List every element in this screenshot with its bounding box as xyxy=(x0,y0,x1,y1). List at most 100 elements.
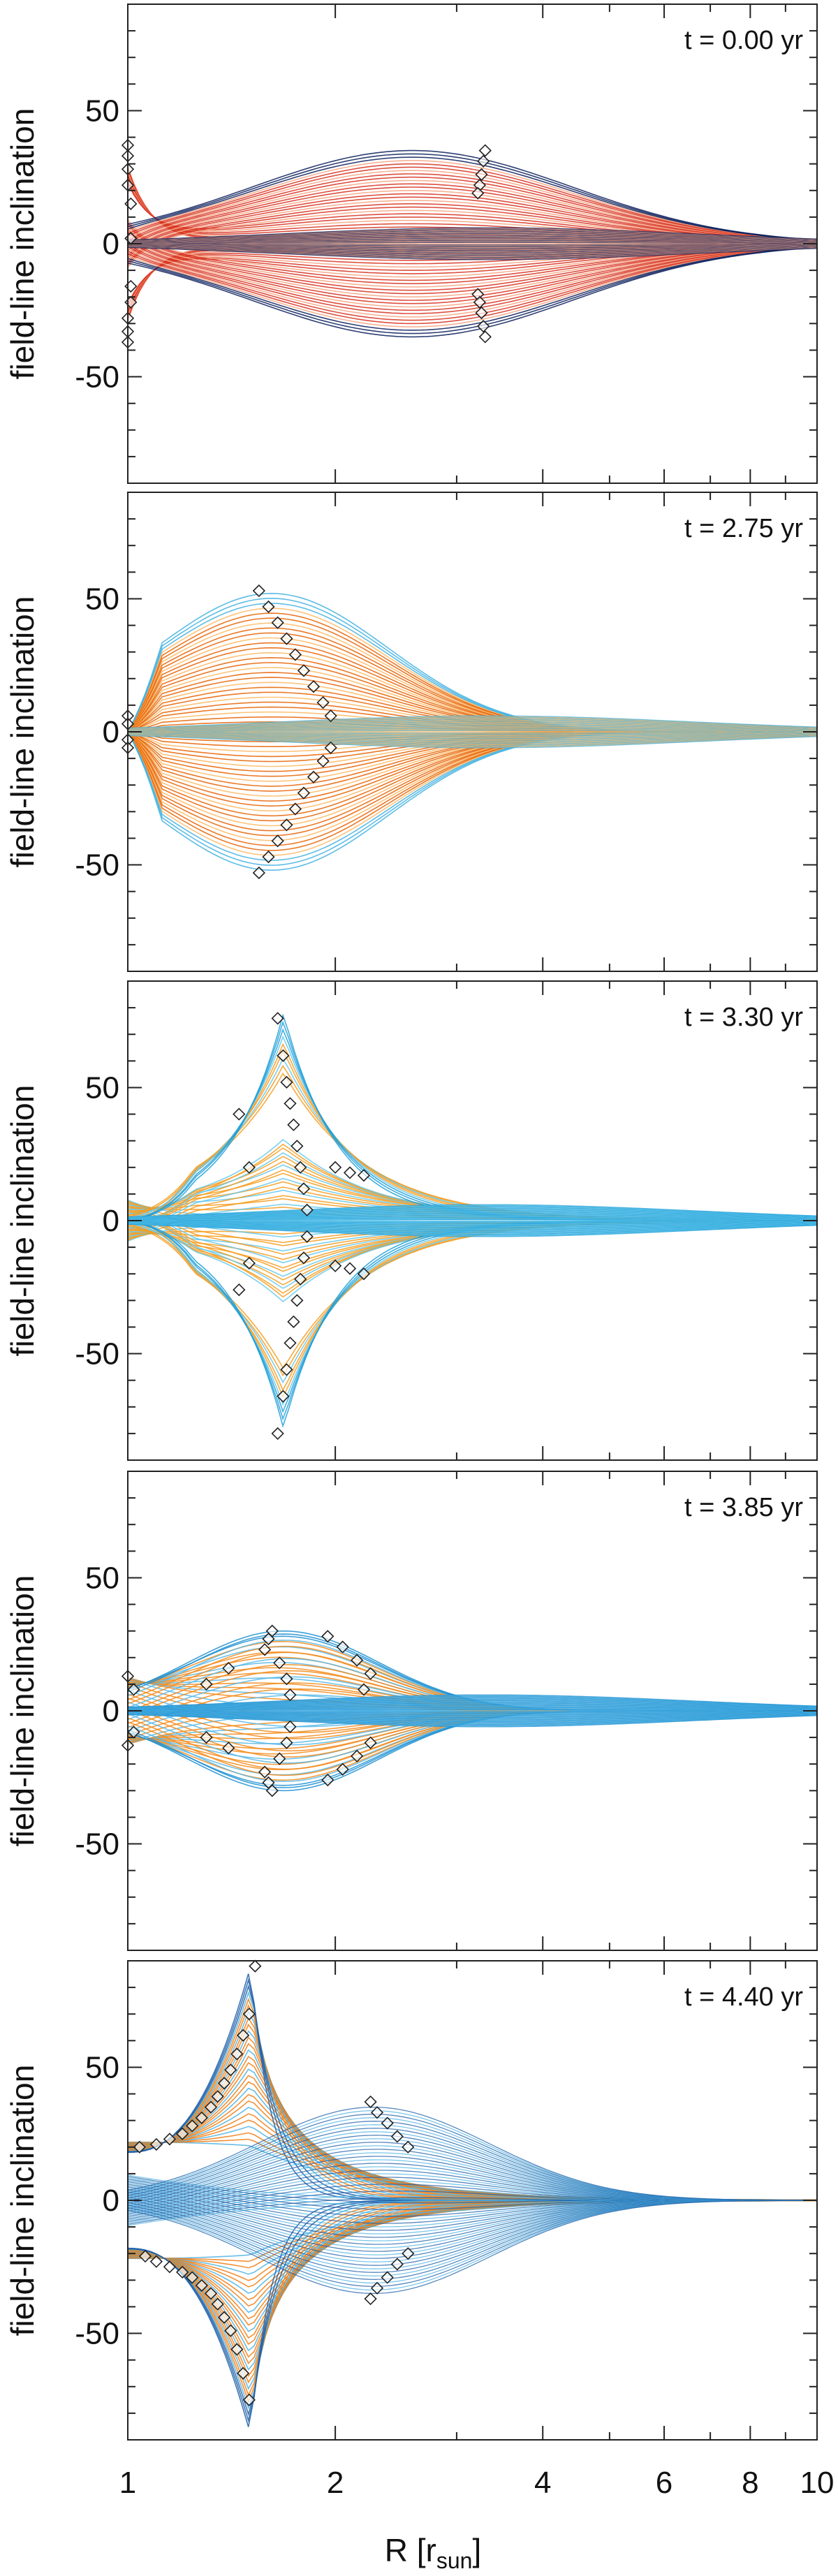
diamond-marker xyxy=(321,1630,335,1643)
field-line-series xyxy=(128,227,817,241)
x-axis-title-end: ] xyxy=(472,2532,481,2568)
field-line-series xyxy=(128,246,817,318)
diamond-marker xyxy=(477,320,490,333)
panel-4: 50 0 -50 field-line inclination t = 3.85 yr xyxy=(4,1471,818,1951)
field-line-series xyxy=(128,246,817,331)
field-line-series xyxy=(128,243,817,311)
diamond-marker xyxy=(343,1166,357,1179)
diamond-marker xyxy=(364,1667,377,1680)
diamond-marker xyxy=(357,1683,371,1696)
diamond-marker xyxy=(222,1661,235,1675)
diamond-marker xyxy=(478,330,492,344)
markers xyxy=(133,1959,415,2406)
field-line-series xyxy=(128,1694,817,1708)
panel-2: 50 0 -50 field-line inclination t = 2.75 yr xyxy=(4,492,818,972)
diamond-marker xyxy=(230,2047,244,2061)
x-tick-label-8: 8 xyxy=(742,2466,758,2500)
diamond-marker xyxy=(370,2106,384,2119)
diamond-marker xyxy=(195,2279,208,2292)
y-tick-label: -50 xyxy=(75,360,119,395)
diamond-marker xyxy=(222,1742,235,1755)
diamond-marker xyxy=(237,2367,250,2380)
diamond-marker xyxy=(211,2090,224,2103)
diamond-marker xyxy=(271,616,284,629)
diamond-marker xyxy=(195,2111,208,2124)
diamond-marker xyxy=(277,1390,290,1403)
time-label: t = 3.85 yr xyxy=(684,1493,803,1522)
diamond-marker xyxy=(324,709,337,723)
diamond-marker xyxy=(364,1736,377,1749)
diamond-marker xyxy=(300,1230,314,1244)
diamond-marker xyxy=(343,1262,357,1275)
diamond-marker xyxy=(163,2133,177,2146)
panel-3: 50 0 -50 field-line inclination t = 3.30 yr xyxy=(4,980,818,1461)
x-axis-title: R [rsun] xyxy=(385,2532,481,2573)
x-tick-label-10: 10 xyxy=(800,2466,835,2500)
diamond-marker xyxy=(200,1730,213,1744)
diamond-marker xyxy=(258,1643,272,1656)
markers xyxy=(233,1012,371,1441)
time-label: t = 3.30 yr xyxy=(684,1003,803,1032)
field-line-series xyxy=(128,179,817,246)
x-axis-title-subscript: sun xyxy=(436,2548,473,2573)
field-lines xyxy=(128,592,817,871)
diamond-marker xyxy=(297,1251,311,1265)
y-tick-label: -50 xyxy=(75,2317,119,2351)
diamond-marker xyxy=(316,754,330,768)
diamond-marker xyxy=(381,2271,394,2284)
diamond-marker xyxy=(252,584,265,598)
diamond-marker xyxy=(288,648,302,661)
field-line-series xyxy=(128,715,817,729)
field-line-series xyxy=(128,160,817,241)
ticks xyxy=(127,4,818,483)
diamond-marker xyxy=(307,680,321,693)
time-label: t = 4.40 yr xyxy=(684,1982,803,2012)
field-line-series xyxy=(128,156,817,241)
diamond-marker xyxy=(224,2063,237,2077)
diamond-marker xyxy=(364,2095,377,2109)
diamond-marker xyxy=(242,2393,256,2406)
diamond-marker xyxy=(163,2260,177,2274)
field-lines xyxy=(128,149,817,338)
field-line-series xyxy=(128,238,817,304)
x-axis-tick-labels: 1 2 4 6 8 10 xyxy=(119,2466,835,2500)
diamond-marker xyxy=(211,2297,224,2311)
diamond-marker xyxy=(138,2249,152,2263)
y-tick-label: -50 xyxy=(75,848,119,883)
diamond-marker xyxy=(307,770,321,783)
y-axis-title: field-line inclination xyxy=(4,1085,41,1357)
markers xyxy=(121,1624,377,1797)
diamond-marker xyxy=(224,2324,237,2337)
diamond-marker xyxy=(284,1688,297,1702)
field-line-series xyxy=(128,246,817,327)
diamond-marker xyxy=(280,1363,293,1376)
y-tick-label: 0 xyxy=(103,1694,119,1728)
diamond-marker xyxy=(390,2130,404,2143)
diamond-marker xyxy=(294,1161,307,1174)
diamond-marker xyxy=(265,1784,279,1797)
field-line-series xyxy=(128,233,817,297)
diamond-marker xyxy=(262,850,275,864)
field-line-series xyxy=(128,173,817,242)
diamond-marker xyxy=(478,144,492,157)
diamond-marker xyxy=(297,1182,311,1195)
diamond-marker xyxy=(350,1654,364,1667)
diamond-marker xyxy=(273,1752,286,1765)
field-line-series xyxy=(128,166,817,242)
y-tick-label: -50 xyxy=(75,1827,119,1862)
diamond-marker xyxy=(280,818,293,832)
diamond-marker xyxy=(277,1049,290,1062)
diamond-marker xyxy=(475,168,488,182)
diamond-marker xyxy=(328,1259,342,1272)
diamond-marker xyxy=(271,834,284,848)
diamond-marker xyxy=(127,1683,140,1696)
ticks xyxy=(127,1471,818,1950)
ticks xyxy=(127,1961,818,2440)
diamond-marker xyxy=(297,786,311,800)
diamond-marker xyxy=(370,2281,384,2295)
diamond-marker xyxy=(321,1773,335,1787)
diamond-marker xyxy=(477,154,490,168)
diamond-marker xyxy=(297,664,311,677)
